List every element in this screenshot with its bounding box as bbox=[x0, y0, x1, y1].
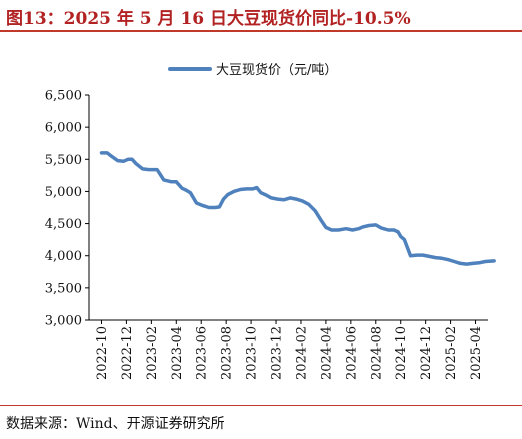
y-tick-label: 3,500 bbox=[45, 281, 82, 296]
plot-area bbox=[99, 151, 496, 266]
x-tick-label: 2025-04 bbox=[469, 326, 484, 380]
x-tick-label: 2024-08 bbox=[369, 326, 384, 380]
x-tick-label: 2023-12 bbox=[270, 326, 285, 380]
axes: 3,000 3,500 4,000 4,500 5,000 5,500 6,000 6,500… bbox=[45, 89, 488, 380]
y-tick-label: 5,500 bbox=[45, 153, 82, 168]
y-tick-label: 4,000 bbox=[45, 249, 82, 264]
footer-divider bbox=[0, 405, 522, 406]
y-tick-label: 3,000 bbox=[45, 314, 82, 329]
line-chart: 大豆现货价（元/吨） 3,000 3,500 4,000 4,500 5,000 5,50… bbox=[45, 62, 496, 380]
y-tick-label: 5,000 bbox=[45, 185, 82, 200]
series-line-soybean-price bbox=[99, 151, 496, 266]
y-tick-label: 4,500 bbox=[45, 217, 82, 232]
legend: 大豆现货价（元/吨） bbox=[168, 62, 337, 78]
x-tick-label: 2023-06 bbox=[195, 326, 210, 380]
x-tick-label: 2023-02 bbox=[145, 326, 160, 380]
y-tick-label: 6,500 bbox=[45, 89, 82, 104]
x-tick-label: 2023-04 bbox=[170, 326, 185, 380]
x-tick-label: 2024-04 bbox=[319, 326, 334, 380]
x-tick-label: 2024-12 bbox=[419, 326, 434, 380]
x-tick-label: 2025-02 bbox=[444, 326, 459, 380]
x-tick-label: 2023-08 bbox=[220, 326, 235, 380]
source-note: 数据来源：Wind、开源证券研究所 bbox=[6, 416, 225, 432]
x-tick-label: 2024-02 bbox=[294, 326, 309, 380]
y-tick-label: 6,000 bbox=[45, 121, 82, 136]
legend-label: 大豆现货价（元/吨） bbox=[216, 62, 337, 78]
x-tick-label: 2023-10 bbox=[245, 326, 260, 380]
title-bar: 图13：2025 年 5 月 16 日大豆现货价同比-10.5% bbox=[0, 0, 522, 32]
figure-title: 图13：2025 年 5 月 16 日大豆现货价同比-10.5% bbox=[6, 9, 411, 29]
x-tick-label: 2024-10 bbox=[394, 326, 409, 380]
x-tick-label: 2024-06 bbox=[344, 326, 359, 380]
x-tick-label: 2022-10 bbox=[95, 326, 110, 380]
x-tick-label: 2022-12 bbox=[120, 326, 135, 380]
